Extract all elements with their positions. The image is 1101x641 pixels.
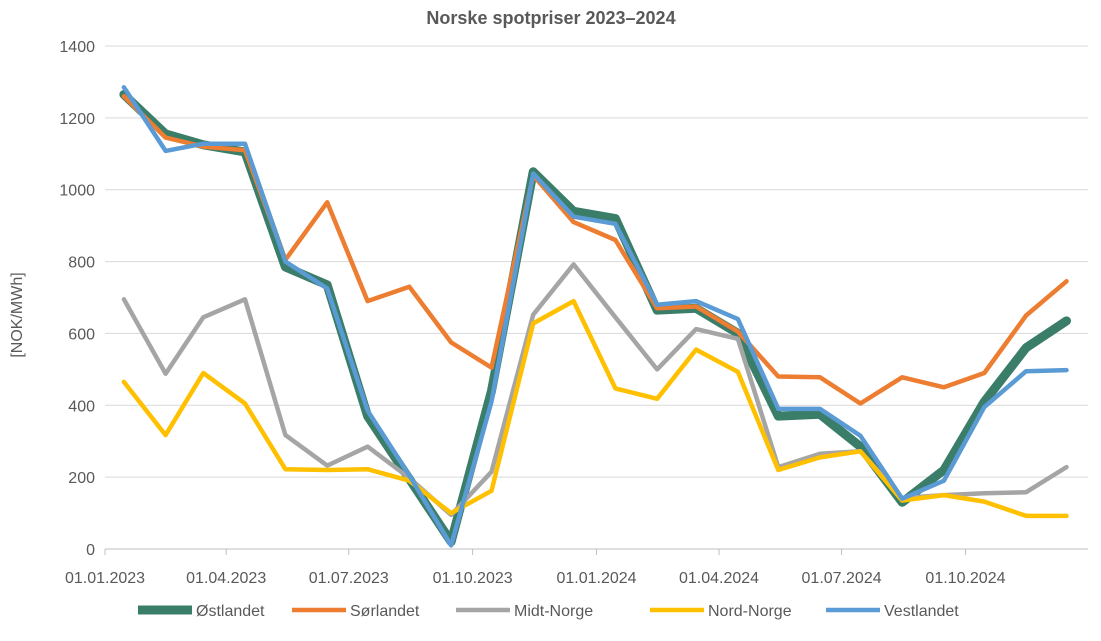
x-tick-label: 01.01.2024 bbox=[556, 570, 636, 587]
y-tick-label: 1400 bbox=[59, 39, 95, 56]
y-axis-ticks: 0 200 400 600 800 1000 1200 1400 bbox=[59, 39, 95, 559]
legend-label-4: Vestlandet bbox=[884, 603, 959, 620]
series-line-0 bbox=[119, 90, 1071, 547]
x-tick-label: 01.07.2024 bbox=[802, 570, 882, 587]
x-tick-label: 01.10.2024 bbox=[925, 570, 1005, 587]
series-line-4 bbox=[121, 85, 1069, 548]
legend-label-0: Østlandet bbox=[196, 603, 265, 620]
y-tick-label: 1000 bbox=[59, 183, 95, 200]
x-tick-label: 01.04.2023 bbox=[186, 570, 266, 587]
legend-label-2: Midt-Norge bbox=[514, 603, 593, 620]
x-tick-label: 01.01.2023 bbox=[65, 570, 145, 587]
x-tick-label: 01.07.2023 bbox=[309, 570, 389, 587]
legend: Østlandet Sørlandet Midt-Norge Nord-Norge Ve… bbox=[138, 603, 959, 620]
series-line-3 bbox=[121, 298, 1069, 519]
gridlines bbox=[105, 45, 1088, 550]
y-tick-label: 600 bbox=[68, 326, 95, 343]
legend-label-3: Nord-Norge bbox=[708, 603, 792, 620]
x-axis-ticks: 01.01.2023 01.04.2023 01.07.2023 01.10.2023… bbox=[65, 549, 1006, 587]
y-tick-label: 400 bbox=[68, 398, 95, 415]
y-tick-label: 1200 bbox=[59, 111, 95, 128]
legend-label-1: Sørlandet bbox=[350, 603, 420, 620]
series-lines bbox=[119, 85, 1071, 548]
y-tick-label: 0 bbox=[86, 542, 95, 559]
x-tick-label: 01.10.2023 bbox=[433, 570, 513, 587]
x-tick-label: 01.04.2024 bbox=[679, 570, 759, 587]
series-line-1 bbox=[121, 94, 1069, 406]
y-tick-label: 200 bbox=[68, 470, 95, 487]
y-tick-label: 800 bbox=[68, 255, 95, 272]
chart-title: Norske spotpriser 2023–2024 bbox=[426, 8, 675, 28]
y-axis-label: [NOK/MWh] bbox=[9, 272, 26, 357]
